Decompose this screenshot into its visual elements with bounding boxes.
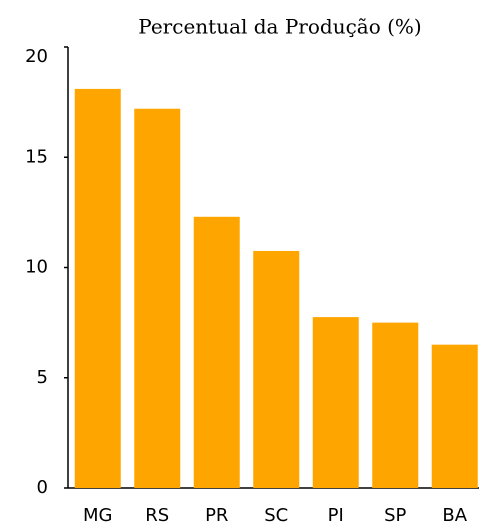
x-tick-label: PR (205, 505, 228, 526)
bar (372, 322, 419, 488)
bar (253, 250, 300, 488)
x-tick-label: SC (264, 505, 288, 526)
y-tick-label: 20 (25, 46, 48, 67)
x-tick-label: RS (145, 505, 169, 526)
y-tick-label: 0 (37, 477, 48, 498)
x-tick-label: SP (384, 505, 406, 526)
bar (312, 317, 359, 488)
bar (431, 344, 478, 488)
bar (74, 88, 121, 489)
y-tick-label: 10 (25, 257, 48, 278)
x-tick-label: MG (83, 505, 112, 526)
bar (134, 108, 181, 489)
bar (193, 216, 240, 488)
y-tick-label: 15 (25, 146, 48, 167)
x-tick-label: BA (442, 505, 467, 526)
x-tick-label: PI (328, 505, 344, 526)
y-tick-label: 5 (37, 367, 48, 388)
chart-title: Percentual da Produção (%) (138, 15, 421, 39)
